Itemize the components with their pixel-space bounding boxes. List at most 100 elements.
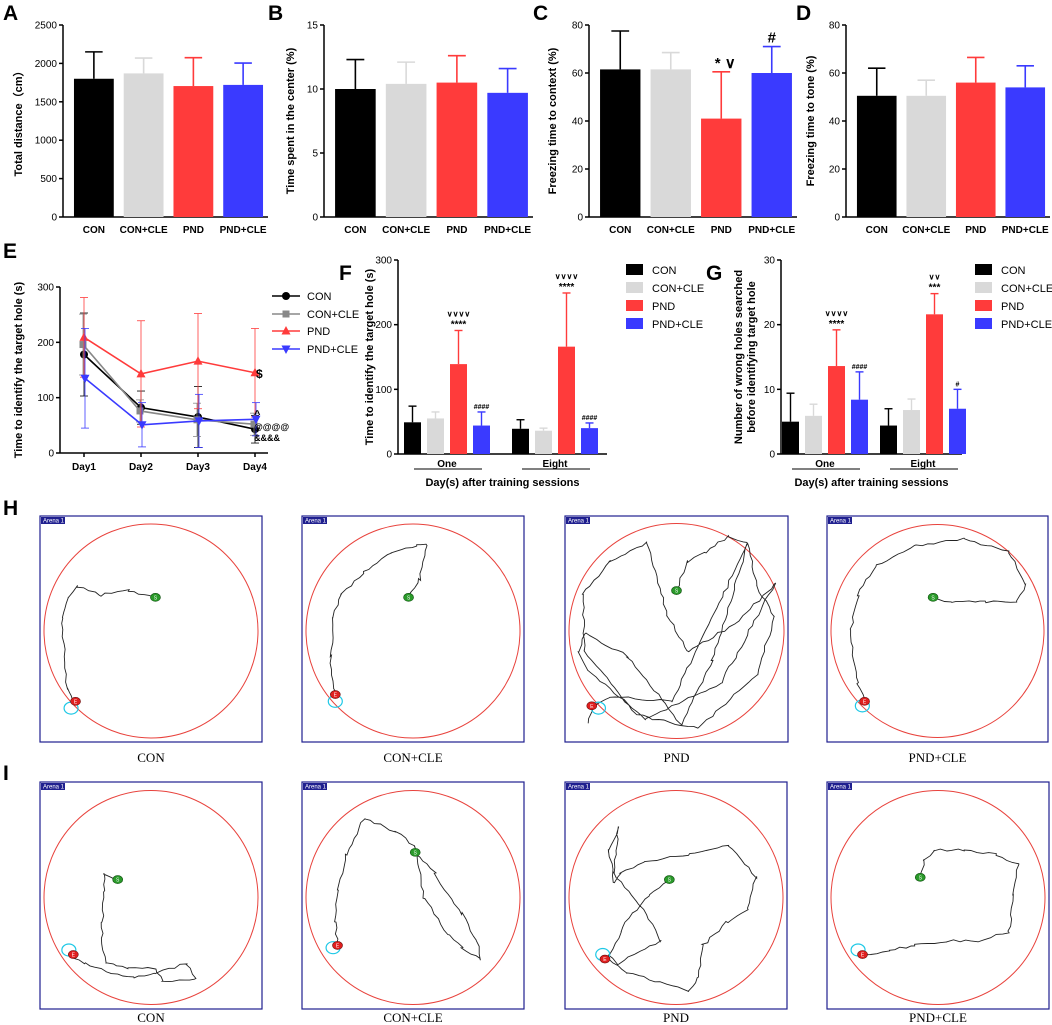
y-tick-label: 500 <box>40 174 57 185</box>
bar-one-pnd <box>450 364 467 454</box>
arena-tag-box <box>566 783 590 790</box>
bar-pnd-plus-cle <box>751 73 792 217</box>
series-line-pnd <box>83 336 256 375</box>
panel-letter-h: H <box>3 497 18 520</box>
legend-label-pnd-plus-cle: PND+CLE <box>652 319 703 331</box>
y-tick-label: 15 <box>307 21 319 32</box>
y-tick-label: 60 <box>829 69 841 80</box>
start-marker-label: S <box>675 589 679 595</box>
y-tick-label: 0 <box>834 213 840 224</box>
y-axis-label: Time to identify the target hole (s) <box>13 281 25 458</box>
y-tick-label: 300 <box>37 283 54 294</box>
significance-hash-eight: #### <box>582 415 598 422</box>
legend-swatch-con <box>626 264 643 275</box>
end-marker-label: E <box>334 693 338 699</box>
chart-g: 0 10 20 30 Number of wrong holes searchedbef… <box>733 256 1052 490</box>
annotation-caret: ^ <box>254 409 261 421</box>
y-tick-label: 0 <box>769 450 775 461</box>
arena-tag-box <box>828 783 852 790</box>
bar-pnd-plus-cle <box>1005 87 1046 218</box>
legend-swatch-pnd-plus-cle <box>975 318 992 329</box>
series-line-con <box>83 353 256 430</box>
significance-mark-pnd: * ∨ <box>715 55 736 72</box>
end-marker <box>68 950 79 959</box>
arena-frame <box>826 781 1050 1010</box>
data-point-con-plus-cle <box>79 341 87 349</box>
legend-swatch-pnd-plus-cle <box>626 318 643 329</box>
bar-eight-con-plus-cle <box>535 430 552 454</box>
arena-caption-pnd: PND <box>663 1010 689 1025</box>
arena-tag-label: Arena 1 <box>305 785 327 791</box>
legend-marker-con <box>282 292 290 300</box>
x-axis-label: Day(s) after training sessions <box>794 477 948 489</box>
significance-stars-eight: *** <box>929 283 941 294</box>
end-marker-label: E <box>72 953 76 959</box>
y-tick-label: 5 <box>312 149 318 160</box>
arena-tag-box <box>566 517 590 524</box>
annotation-at: @@@@ <box>254 422 289 432</box>
y-tick-label: 20 <box>572 165 584 176</box>
legend-swatch-con-plus-cle <box>975 282 992 293</box>
significance-vee-one: ∨∨∨∨ <box>447 309 471 318</box>
y-axis-label: Freezing time to context (%) <box>547 47 559 194</box>
x-tick-label-day4: Day4 <box>243 462 267 473</box>
panel-letter-c: C <box>533 2 548 25</box>
legend-swatch-con-plus-cle <box>626 282 643 293</box>
panel-letter-d: D <box>796 2 811 25</box>
x-category-label-eight: Eight <box>911 459 937 470</box>
arena-circle <box>830 524 1045 738</box>
end-marker <box>599 954 611 964</box>
y-tick-label: 200 <box>37 338 54 349</box>
end-marker <box>332 941 343 950</box>
x-tick-label-day3: Day3 <box>186 462 210 473</box>
arena-panel-i-con: Arena 1 S E CON <box>39 781 263 1025</box>
bar-con-plus-cle <box>385 83 427 217</box>
arena-frame <box>301 515 525 743</box>
data-point-pnd-plus-cle <box>80 374 90 384</box>
y-tick-label: 20 <box>764 320 776 331</box>
bar-eight-pnd <box>558 346 575 454</box>
y-tick-label: 10 <box>764 385 776 396</box>
data-point-pnd <box>250 367 260 377</box>
legend-swatch-pnd <box>626 300 643 311</box>
arena-frame <box>39 781 263 1010</box>
x-tick-label-con-plus-cle: CON+CLE <box>902 225 950 236</box>
chart-e: 0 100 200 300 Time to identify the target ho… <box>13 281 359 473</box>
bar-eight-pnd-plus-cle <box>949 408 966 454</box>
start-marker <box>112 875 123 884</box>
legend-label-con: CON <box>307 291 332 303</box>
start-marker-label: S <box>116 878 120 884</box>
x-category-label-one: One <box>815 459 835 470</box>
start-marker <box>403 593 414 602</box>
arena-tag-box <box>828 517 852 524</box>
bar-pnd <box>173 86 214 217</box>
bar-con <box>856 95 897 217</box>
chart-d: 0 20 40 60 80 Freezing time to tone (%) CON CON… <box>805 21 1050 236</box>
legend-swatch-pnd <box>975 300 992 311</box>
x-tick-label-pnd-plus-cle: PND+CLE <box>748 225 795 236</box>
significance-vee-one: ∨∨∨∨ <box>825 309 849 318</box>
arena-panel-i-pnd: Arena 1 S E PND <box>564 781 788 1025</box>
legend-label-con: CON <box>1001 265 1026 277</box>
y-tick-label: 100 <box>375 385 392 396</box>
arena-panel-i-con-plus-cle: Arena 1 S E CON+CLE <box>301 781 525 1025</box>
arena-tag-box <box>41 783 65 790</box>
end-marker <box>857 950 868 959</box>
end-marker-label: E <box>863 699 867 705</box>
arena-tag-label: Arena 1 <box>830 785 852 791</box>
bar-pnd <box>701 118 742 217</box>
end-marker-label: E <box>336 943 340 949</box>
significance-stars-one: **** <box>829 319 845 330</box>
x-tick-label-pnd: PND <box>183 225 204 236</box>
bar-eight-con-plus-cle <box>903 410 920 454</box>
x-tick-label-day1: Day1 <box>72 462 96 473</box>
bar-pnd <box>955 82 996 217</box>
x-tick-label-con: CON <box>609 225 631 236</box>
bar-con-plus-cle <box>123 73 164 217</box>
arena-circle <box>568 790 784 1005</box>
arena-circle <box>305 523 521 739</box>
arena-frame <box>39 515 263 743</box>
